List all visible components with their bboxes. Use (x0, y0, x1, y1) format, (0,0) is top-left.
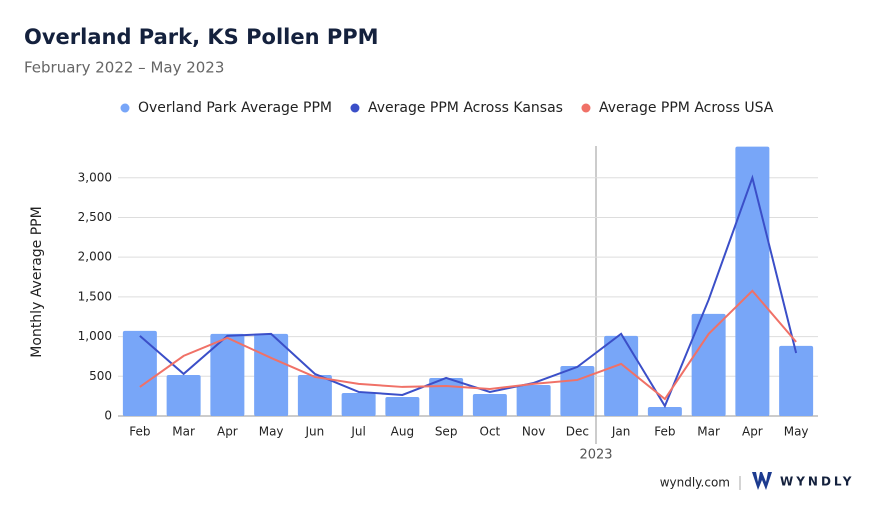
x-tick-label: Nov (522, 425, 545, 439)
y-tick-label: 1,000 (78, 329, 112, 343)
bar (735, 146, 770, 416)
bar (516, 384, 551, 416)
line (139, 289, 797, 401)
y-tick-label: 2,500 (78, 210, 112, 224)
legend-label: Average PPM Across USA (599, 100, 774, 116)
y-tick-label: 1,500 (78, 289, 112, 303)
x-tick-label: Apr (742, 425, 763, 439)
legend-label: Overland Park Average PPM (138, 100, 332, 116)
x-tick-label: Apr (217, 425, 238, 439)
legend-swatch (120, 103, 130, 113)
legend-swatch (350, 103, 360, 113)
y-tick-label: 0 (104, 409, 112, 423)
bar (472, 394, 507, 416)
bar (297, 374, 332, 416)
legend-label: Average PPM Across Kansas (368, 100, 563, 116)
x-tick-label: May (259, 425, 284, 439)
y-tick-label: 3,000 (78, 170, 112, 184)
bar (604, 335, 639, 416)
line (139, 174, 798, 409)
bar (647, 407, 682, 416)
x-tick-label: Oct (480, 425, 501, 439)
x-tick-label: Feb (654, 425, 675, 439)
brand: WYNDLY (780, 475, 854, 489)
x-tick-label: Sep (435, 425, 458, 439)
annotation: 2023 (579, 448, 612, 463)
footer: wyndly.com (660, 476, 730, 490)
x-tick-label: Jul (350, 425, 365, 439)
legend-swatch (581, 103, 591, 113)
x-tick-label: Dec (566, 425, 589, 439)
bar (210, 333, 245, 416)
bar (254, 333, 289, 416)
bar (122, 330, 157, 416)
x-tick-label: Jan (611, 425, 631, 439)
bar (341, 392, 376, 416)
chart-subtitle: February 2022 – May 2023 (24, 59, 224, 77)
x-tick-label: Aug (391, 425, 414, 439)
y-tick-label: 2,000 (78, 250, 112, 264)
bar (385, 396, 420, 416)
bar (560, 365, 595, 416)
bar (691, 313, 726, 416)
x-tick-label: Mar (172, 425, 195, 439)
x-tick-label: Feb (129, 425, 150, 439)
chart-title: Overland Park, KS Pollen PPM (24, 25, 379, 49)
x-tick-label: Mar (697, 425, 720, 439)
logo-icon (752, 472, 772, 490)
bar (779, 345, 814, 416)
bar (166, 374, 201, 416)
x-tick-label: May (784, 425, 809, 439)
y-tick-label: 500 (89, 369, 112, 383)
x-tick-label: Jun (305, 425, 325, 439)
y-axis-label: Monthly Average PPM (29, 206, 45, 357)
bar (429, 377, 464, 416)
